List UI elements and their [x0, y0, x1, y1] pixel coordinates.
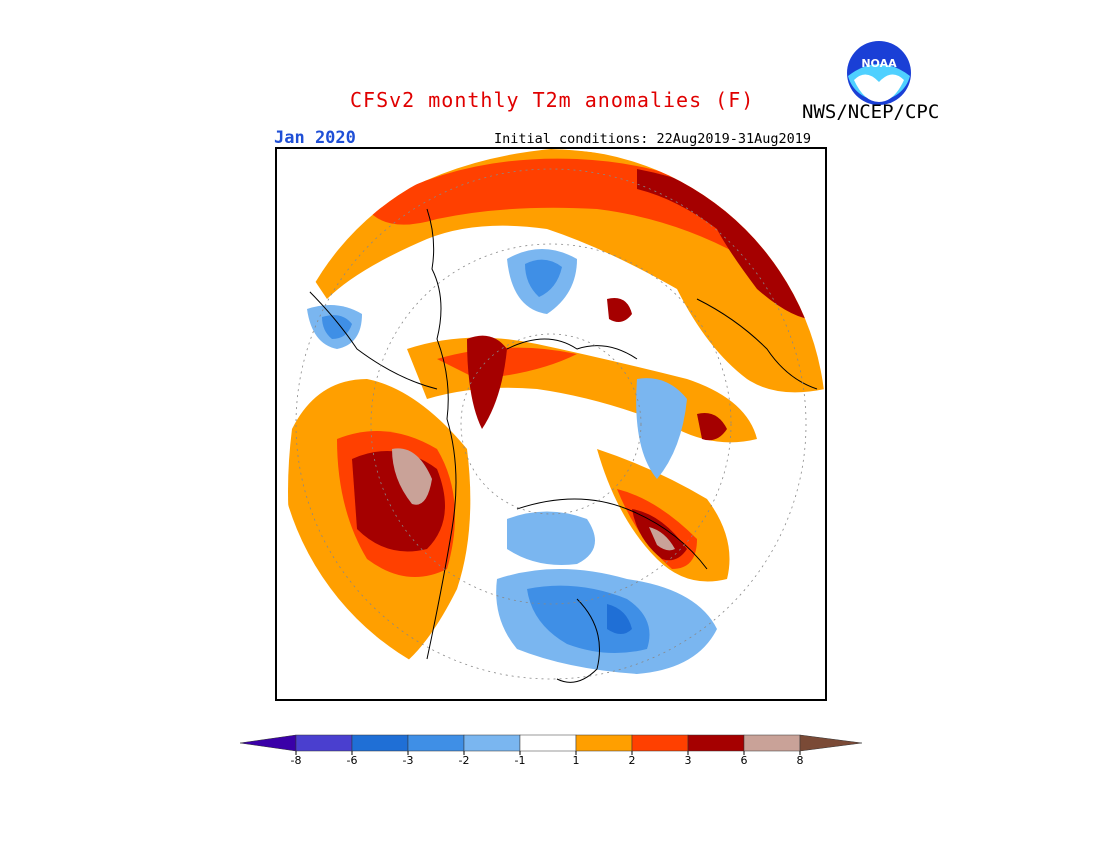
colorbar-tick-label: -6 — [347, 754, 358, 767]
colorbar-tick-label: 6 — [741, 754, 748, 767]
polar-map-canvas — [277, 149, 825, 699]
colorbar-segment — [743, 734, 801, 752]
map-title: CFSv2 monthly T2m anomalies (F) — [350, 88, 755, 112]
svg-text:NOAA: NOAA — [861, 57, 897, 70]
warm-peak-east — [649, 527, 675, 551]
colorbar-arrow-low — [239, 734, 297, 752]
colorbar-segment — [407, 734, 465, 752]
colorbar-tick-label: 1 — [573, 754, 580, 767]
warm-core-northeast — [637, 169, 822, 320]
colorbar-segment — [295, 734, 353, 752]
warm-spot-northeast — [697, 413, 727, 441]
noaa-logo-icon: NOAA — [847, 41, 911, 105]
colorbar-tick-label: -2 — [459, 754, 470, 767]
colorbar-segment — [351, 734, 409, 752]
colorbar-segment — [631, 734, 689, 752]
coastlines — [306, 208, 818, 683]
colorbar-segment — [687, 734, 745, 752]
initial-conditions: Initial conditions: 22Aug2019-31Aug2019 — [494, 131, 811, 147]
warm-peak-west — [392, 448, 432, 505]
colorbar: -8 -6 -3 -2 -1 1 2 3 6 8 — [239, 734, 862, 767]
colorbar-segment — [575, 734, 633, 752]
cold-region-east — [636, 378, 687, 479]
forecast-month: Jan 2020 — [274, 128, 356, 148]
anomaly-field — [288, 149, 825, 683]
colorbar-tick-label: -3 — [403, 754, 414, 767]
warm-spot-north — [607, 298, 632, 323]
colorbar-segment — [463, 734, 521, 752]
colorbar-tick-label: -1 — [515, 754, 526, 767]
colorbar-tick-label: 2 — [629, 754, 636, 767]
cold-core-north — [525, 259, 562, 297]
colorbar-tick-label: 8 — [797, 754, 804, 767]
warm-core-north — [467, 335, 507, 429]
colorbar-arrow-high — [799, 734, 862, 752]
agency-label: NWS/NCEP/CPC — [802, 101, 940, 123]
colorbar-tick-label: -8 — [291, 754, 302, 767]
graticule — [295, 168, 807, 680]
polar-map — [275, 147, 827, 701]
cold-region-lower-mid — [507, 511, 595, 565]
colorbar-tick-label: 3 — [685, 754, 692, 767]
cold-center-south — [607, 604, 632, 634]
cold-core-west — [322, 315, 352, 339]
cold-core-south — [527, 585, 650, 653]
colorbar-segment — [519, 734, 577, 752]
